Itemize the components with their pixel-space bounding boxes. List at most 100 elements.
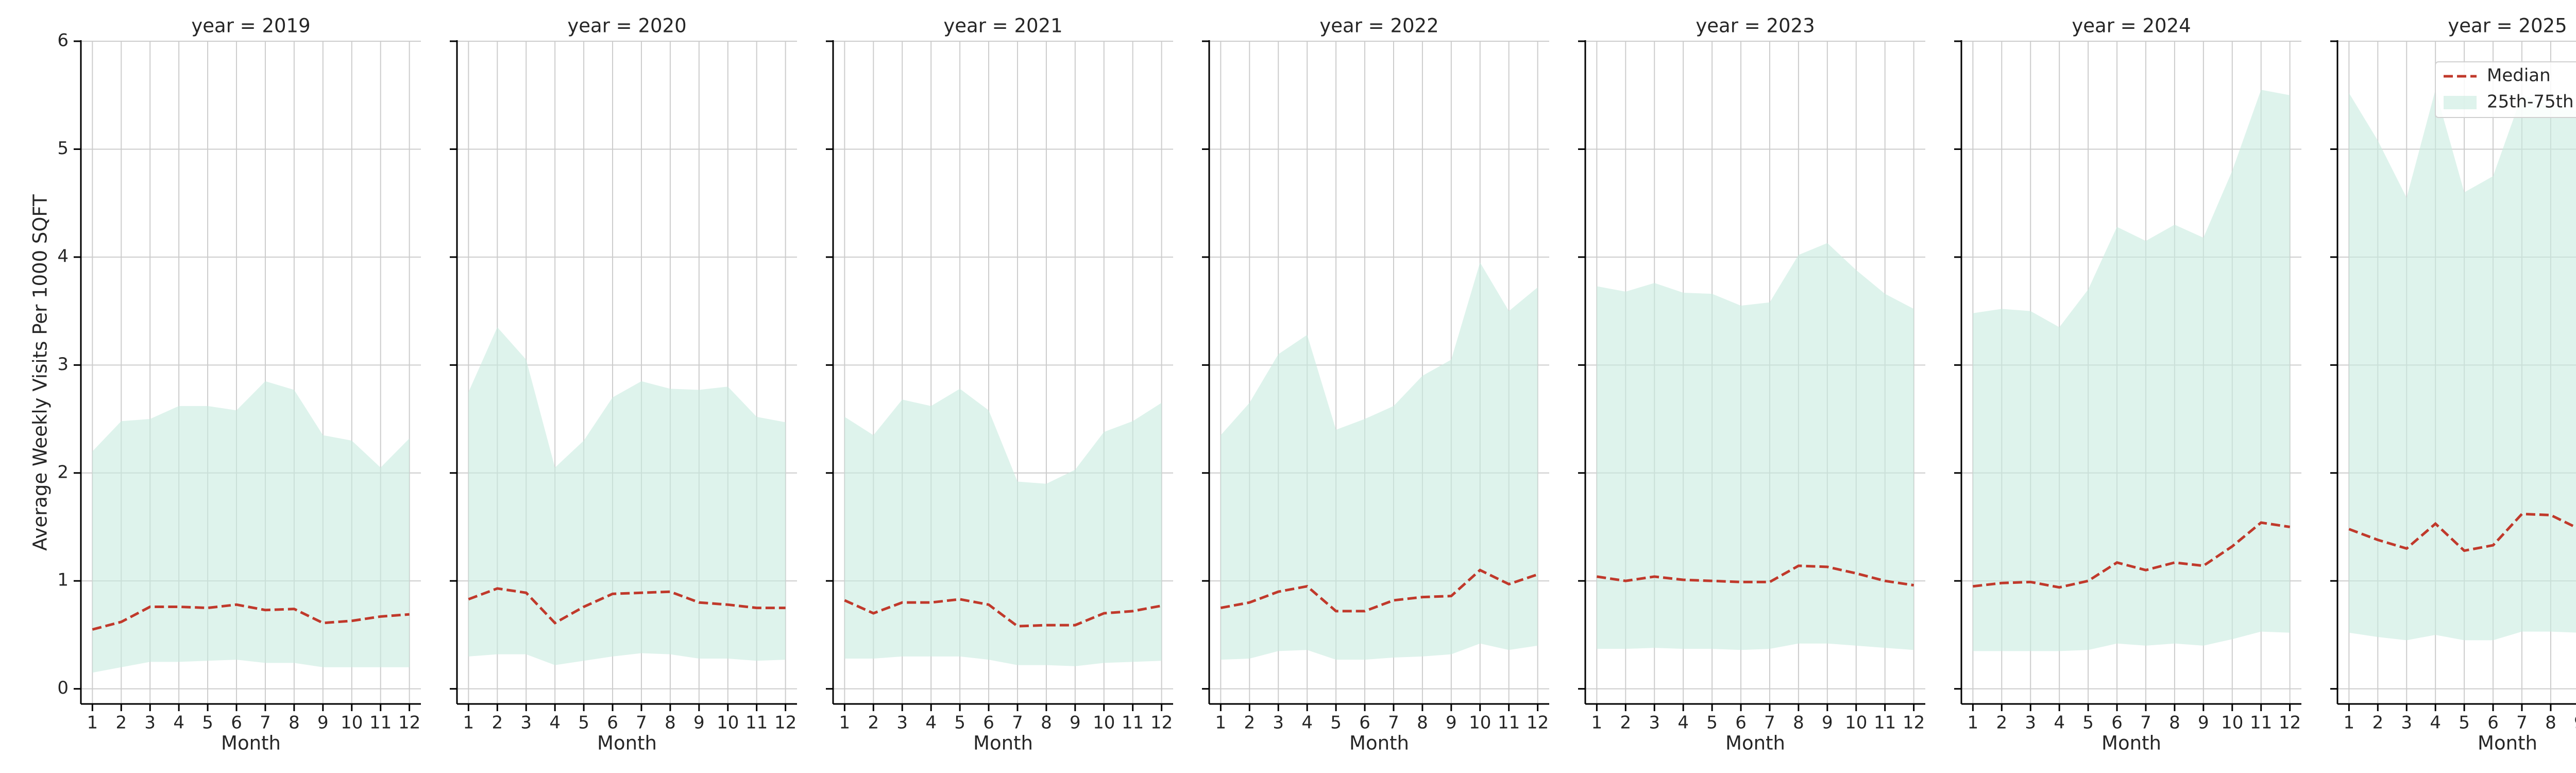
x-tick-label: 2 [1620,713,1631,733]
legend: Median 25th-75th Percentile [2435,61,2576,118]
x-tick-label: 1 [1968,713,1979,733]
x-tick-label: 9 [317,713,329,733]
x-tick-label: 1 [839,713,851,733]
x-tick-label: 12 [398,713,420,733]
x-tick-label: 9 [2198,713,2209,733]
x-tick-label: 9 [2574,713,2576,733]
legend-swatch [2444,96,2477,109]
y-tick-label: 2 [57,462,69,482]
y-axis-label: Average Weekly Visits Per 1000 SQFT [29,194,52,551]
y-tick-label: 3 [57,354,69,375]
x-tick-label: 12 [1903,713,1925,733]
median-line [468,587,786,625]
x-tick-label: 3 [1273,713,1284,733]
x-tick-label: 2 [492,713,503,733]
x-tick-label: 8 [289,713,300,733]
percentile-band [2349,90,2576,641]
y-tick-label: 1 [57,570,69,591]
x-tick-label: 6 [2487,713,2499,733]
x-tick-label: 9 [1446,713,1457,733]
x-tick-label: 3 [520,713,532,733]
x-tick-label: 5 [2082,713,2094,733]
x-tick-label: 4 [173,713,184,733]
percentile-band [92,381,410,673]
x-tick-label: 11 [1874,713,1896,733]
panel-title: year = 2022 [1319,15,1438,37]
x-tick-label: 7 [260,713,271,733]
percentile-band [844,389,1162,666]
x-tick-label: 11 [745,713,768,733]
x-tick-label: 8 [1417,713,1428,733]
y-tick-label: 0 [57,678,69,698]
x-tick-label: 11 [1122,713,1144,733]
x-tick-label: 7 [2140,713,2151,733]
y-tick-label: 6 [57,30,69,51]
y-tick-label: 4 [57,246,69,266]
median-line [1597,564,1914,587]
panel-title: year = 2019 [191,15,310,37]
x-tick-label: 5 [2459,713,2470,733]
x-tick-label: 5 [1706,713,1718,733]
x-tick-label: 4 [925,713,937,733]
x-tick-label: 7 [1764,713,1775,733]
x-tick-label: 1 [1591,713,1603,733]
x-tick-label: 9 [1070,713,1081,733]
x-tick-label: 2 [868,713,879,733]
x-tick-label: 8 [1793,713,1804,733]
x-tick-label: 5 [578,713,589,733]
x-tick-label: 6 [231,713,242,733]
x-tick-label: 10 [1469,713,1491,733]
x-tick-label: 7 [1388,713,1399,733]
panel-title: year = 2020 [567,15,686,37]
x-tick-label: 10 [717,713,739,733]
x-tick-label: 8 [2169,713,2180,733]
x-tick-label: 3 [2025,713,2036,733]
x-tick-label: 5 [1330,713,1342,733]
x-tick-label: 10 [1845,713,1867,733]
legend-label: Median [2487,65,2551,86]
median-line [1973,521,2290,589]
panel-title: year = 2021 [943,15,1062,37]
x-tick-label: 11 [2250,713,2272,733]
x-tick-label: 10 [2221,713,2243,733]
percentile-band [468,327,786,665]
x-tick-label: 3 [1649,713,1660,733]
x-tick-label: 10 [1093,713,1115,733]
x-tick-label: 8 [1041,713,1052,733]
x-tick-label: 2 [115,713,127,733]
x-tick-label: 8 [2545,713,2556,733]
x-tick-label: 5 [202,713,213,733]
x-tick-label: 3 [896,713,908,733]
percentile-band [1597,243,1914,650]
x-tick-label: 12 [774,713,796,733]
x-tick-label: 4 [549,713,561,733]
median-line [2348,512,2576,552]
median-line [92,603,410,631]
x-axis-label: Month [1349,732,1409,754]
x-tick-label: 6 [983,713,994,733]
x-tick-label: 1 [87,713,98,733]
x-tick-label: 1 [2344,713,2355,733]
x-axis-label: Month [1725,732,1785,754]
x-tick-label: 9 [1822,713,1833,733]
median-line [844,598,1162,628]
x-tick-label: 6 [607,713,618,733]
x-tick-label: 3 [144,713,156,733]
x-tick-label: 3 [2401,713,2412,733]
x-axis-label: Month [2478,732,2537,754]
legend-label: 25th-75th Percentile [2487,92,2576,112]
panel-title: year = 2024 [2072,15,2191,37]
x-tick-label: 4 [1301,713,1313,733]
x-tick-label: 12 [1150,713,1173,733]
panel-title: year = 2023 [1696,15,1815,37]
x-tick-label: 12 [1527,713,1549,733]
x-tick-label: 5 [954,713,965,733]
x-tick-label: 7 [636,713,647,733]
x-tick-label: 1 [1215,713,1227,733]
y-tick-label: 5 [57,138,69,159]
x-tick-label: 4 [2054,713,2065,733]
x-tick-label: 6 [1735,713,1747,733]
x-tick-label: 8 [665,713,676,733]
x-axis-label: Month [973,732,1033,754]
